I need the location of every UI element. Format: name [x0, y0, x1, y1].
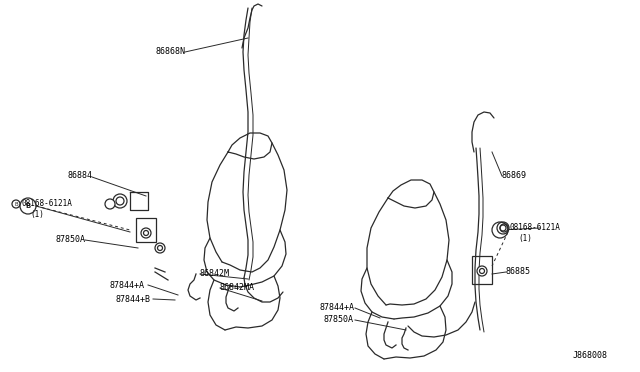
Text: 08168-6121A: 08168-6121A	[21, 199, 72, 208]
Text: B: B	[26, 203, 31, 209]
Bar	[472, 256, 492, 284]
Circle shape	[113, 194, 127, 208]
Text: 86868N: 86868N	[155, 48, 185, 57]
Text: 86885: 86885	[506, 267, 531, 276]
Text: 87850A: 87850A	[55, 235, 85, 244]
Text: (1): (1)	[518, 234, 532, 243]
Text: 08168-6121A: 08168-6121A	[509, 224, 560, 232]
Text: 86842MA: 86842MA	[220, 283, 255, 292]
Circle shape	[477, 266, 487, 276]
Text: B: B	[14, 202, 18, 206]
Text: 87850A: 87850A	[324, 315, 354, 324]
Text: 87844+A: 87844+A	[110, 280, 145, 289]
Text: (1): (1)	[30, 209, 44, 218]
Circle shape	[155, 243, 165, 253]
Text: J868008: J868008	[573, 352, 608, 360]
Text: B: B	[502, 225, 506, 231]
Circle shape	[105, 199, 115, 209]
Text: 87844+A: 87844+A	[319, 304, 354, 312]
Bar	[136, 218, 156, 242]
Text: 86842M: 86842M	[200, 269, 230, 279]
Text: 86869: 86869	[502, 170, 527, 180]
Text: 87844+B: 87844+B	[115, 295, 150, 304]
Text: B: B	[497, 227, 502, 233]
Circle shape	[141, 228, 151, 238]
Text: 86884: 86884	[67, 171, 92, 180]
Circle shape	[497, 222, 509, 234]
